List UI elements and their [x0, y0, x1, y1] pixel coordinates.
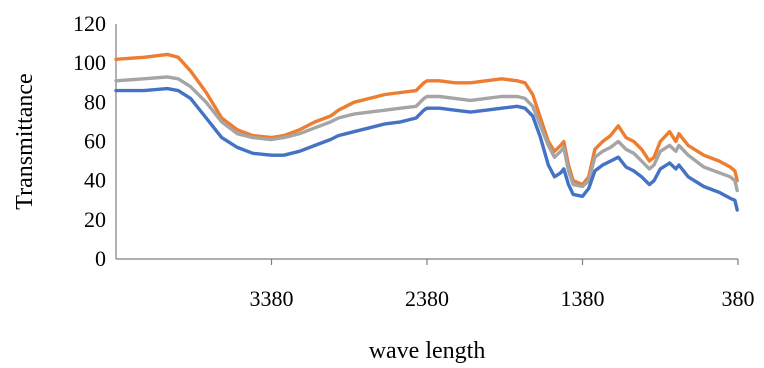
x-tick-labels: 3380 2380 1380 380 — [250, 259, 755, 311]
axes — [115, 24, 738, 260]
y-tick-label: 120 — [73, 11, 106, 36]
series-lines — [114, 52, 739, 212]
series-line-2 — [114, 75, 739, 193]
x-tick-label: 2380 — [405, 286, 449, 311]
series-line-1 — [114, 52, 739, 187]
y-tick-label: 20 — [84, 207, 106, 232]
y-tick-label: 80 — [84, 89, 106, 114]
y-tick-label: 60 — [84, 129, 106, 154]
y-tick-label: 100 — [73, 50, 106, 75]
y-tick-labels: 0 20 40 60 80 100 120 — [73, 11, 106, 271]
y-tick-label: 0 — [95, 246, 106, 271]
x-tick-label: 380 — [722, 286, 755, 311]
series-line-3 — [114, 86, 739, 212]
y-axis-title: Transmittance — [12, 73, 38, 209]
x-axis-title: wave length — [369, 338, 486, 364]
y-tick-label: 40 — [84, 168, 106, 193]
x-tick-label: 1380 — [561, 286, 605, 311]
x-tick-label: 3380 — [250, 286, 294, 311]
